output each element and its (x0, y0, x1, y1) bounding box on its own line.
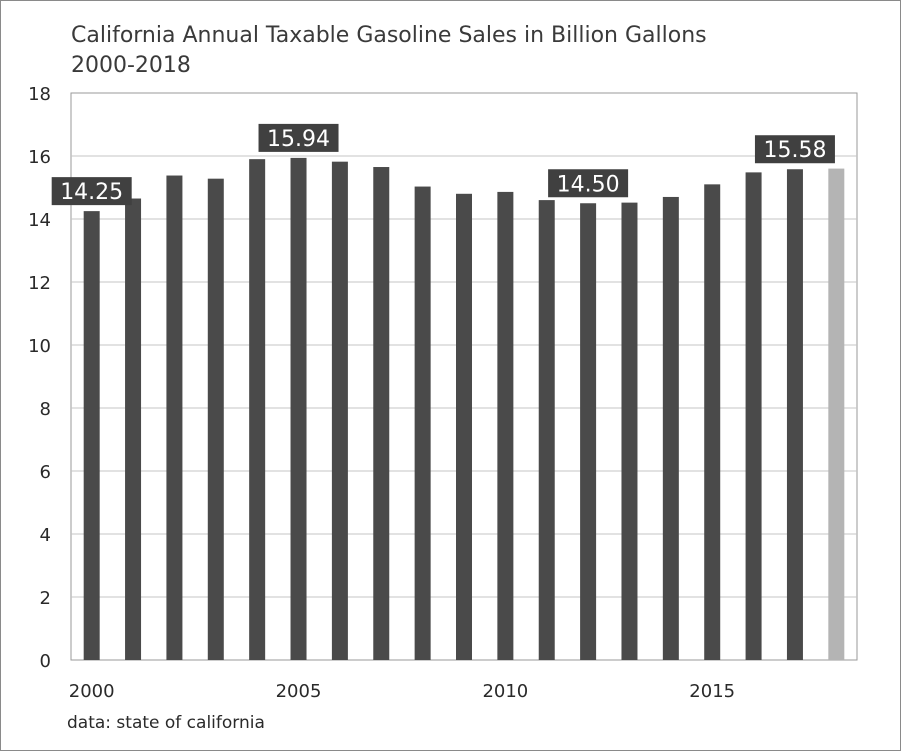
bar-2002 (166, 175, 183, 660)
y-tick-label: 18 (28, 84, 51, 105)
bar-2004 (249, 159, 266, 660)
y-tick-label: 2 (40, 588, 51, 609)
chart-title: California Annual Taxable Gasoline Sales… (71, 23, 707, 48)
y-axis-labels: 0 2 4 6 8 10 12 14 16 18 (28, 84, 51, 672)
bar-2007 (373, 167, 390, 660)
data-labels: 14.25 15.94 14.50 15.58 (51, 123, 835, 206)
bar-2003 (207, 178, 224, 660)
bar-2016 (745, 172, 762, 660)
data-label: 14.25 (60, 180, 123, 205)
y-tick-label: 4 (40, 525, 51, 546)
x-tick-label: 2005 (276, 681, 322, 702)
bars (83, 157, 845, 661)
y-tick-label: 8 (40, 399, 51, 420)
bar-2006 (331, 161, 348, 661)
x-tick-label: 2015 (689, 681, 735, 702)
y-tick-label: 6 (40, 462, 51, 483)
bar-2010 (497, 191, 514, 660)
bar-2012 (580, 203, 597, 660)
bar-2001 (125, 198, 142, 660)
y-tick-label: 14 (28, 210, 51, 231)
bar-2005 (290, 157, 307, 660)
x-tick-label: 2010 (482, 681, 528, 702)
source-note: data: state of california (67, 713, 265, 733)
data-label: 15.58 (763, 138, 826, 163)
bar-2014 (662, 196, 679, 660)
bar-2000 (83, 211, 100, 660)
data-label-box (754, 135, 835, 164)
chart-subtitle: 2000-2018 (71, 53, 191, 78)
bar-2013 (621, 202, 638, 660)
bar-2011 (538, 200, 555, 660)
x-tick-label: 2000 (69, 681, 115, 702)
data-label: 14.50 (557, 172, 620, 197)
y-tick-label: 0 (40, 651, 51, 672)
x-axis-labels: 2000 2005 2010 2015 (69, 681, 735, 702)
bar-2018 (828, 168, 845, 660)
data-label-box (258, 123, 339, 152)
y-tick-label: 10 (28, 336, 51, 357)
y-tick-label: 16 (28, 147, 51, 168)
bar-2008 (414, 186, 431, 660)
bar-2017 (786, 169, 803, 661)
bar-2015 (704, 184, 721, 660)
gridlines (71, 155, 857, 598)
data-label: 15.94 (267, 127, 330, 152)
data-label-box (548, 169, 629, 198)
y-tick-label: 12 (28, 273, 51, 294)
data-label-box (51, 177, 132, 206)
bar-2009 (456, 193, 472, 661)
